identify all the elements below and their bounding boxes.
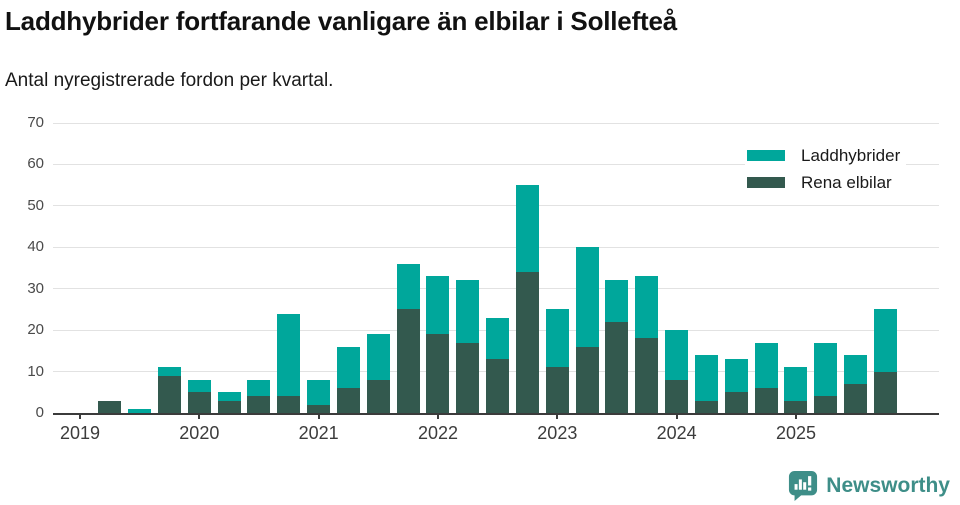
bar-2019-q2-rena-elbilar	[98, 401, 121, 413]
bar-2024-q2-rena-elbilar	[695, 401, 718, 413]
bar-2023-q1-laddhybrider	[546, 309, 569, 367]
bar-2019-q4-rena-elbilar	[158, 376, 181, 413]
bar-2024-q3-rena-elbilar	[725, 392, 748, 413]
y-tick-label-0: 0	[0, 404, 44, 422]
brand-name: Newsworthy	[826, 474, 950, 498]
bar-2023-q1-rena-elbilar	[546, 367, 569, 413]
bar-2020-q1-rena-elbilar	[188, 392, 211, 413]
bar-2025-q2-rena-elbilar	[814, 396, 837, 413]
bar-2023-q3-rena-elbilar	[605, 322, 628, 413]
bar-2021-q1-rena-elbilar	[307, 405, 330, 413]
bar-2023-q4-laddhybrider	[635, 276, 658, 338]
chart-page: Laddhybrider fortfarande vanligare än el…	[0, 0, 960, 505]
bar-2020-q3-rena-elbilar	[247, 396, 270, 413]
y-tick-label-30: 30	[0, 280, 44, 298]
bar-2022-q3-rena-elbilar	[486, 359, 509, 413]
x-tick-2021	[318, 413, 320, 419]
x-tick-label-2023: 2023	[522, 423, 592, 444]
x-tick-label-2024: 2024	[642, 423, 712, 444]
x-tick-2019	[79, 413, 81, 419]
bar-2024-q2-laddhybrider	[695, 355, 718, 401]
gridline-40	[53, 247, 939, 248]
gridline-70	[53, 123, 939, 124]
y-tick-label-10: 10	[0, 363, 44, 381]
bar-2022-q1-laddhybrider	[426, 276, 449, 334]
bar-2023-q4-rena-elbilar	[635, 338, 658, 413]
x-tick-2025	[795, 413, 797, 419]
y-tick-label-60: 60	[0, 155, 44, 173]
bar-2021-q4-laddhybrider	[397, 264, 420, 310]
bar-2025-q3-laddhybrider	[844, 355, 867, 384]
x-tick-label-2021: 2021	[284, 423, 354, 444]
y-tick-label-50: 50	[0, 197, 44, 215]
x-axis-line	[53, 413, 939, 415]
legend-swatch-laddhybrider	[747, 150, 785, 161]
bar-2021-q2-laddhybrider	[337, 347, 360, 388]
bar-2025-q2-laddhybrider	[814, 343, 837, 397]
x-tick-2023	[556, 413, 558, 419]
bar-2023-q2-laddhybrider	[576, 247, 599, 346]
bar-2023-q3-laddhybrider	[605, 280, 628, 321]
bar-2021-q2-rena-elbilar	[337, 388, 360, 413]
bar-2020-q2-rena-elbilar	[218, 401, 241, 413]
bar-2025-q4-laddhybrider	[874, 309, 897, 371]
bar-2025-q4-rena-elbilar	[874, 372, 897, 413]
legend-item-rena-elbilar: Rena elbilar	[747, 169, 900, 196]
bar-2024-q1-rena-elbilar	[665, 380, 688, 413]
bar-2021-q1-laddhybrider	[307, 380, 330, 405]
bar-2020-q1-laddhybrider	[188, 380, 211, 392]
bar-2022-q3-laddhybrider	[486, 318, 509, 359]
bar-2024-q4-rena-elbilar	[755, 388, 778, 413]
bar-2022-q4-laddhybrider	[516, 185, 539, 272]
y-tick-label-40: 40	[0, 238, 44, 256]
x-tick-2024	[676, 413, 678, 419]
legend-label: Laddhybrider	[801, 146, 900, 166]
bar-2020-q2-laddhybrider	[218, 392, 241, 400]
bar-2022-q4-rena-elbilar	[516, 272, 539, 413]
gridline-30	[53, 288, 939, 289]
bar-2019-q4-laddhybrider	[158, 367, 181, 375]
bar-chart-speech-bubble-icon	[788, 470, 818, 501]
x-tick-label-2019: 2019	[45, 423, 115, 444]
legend: Laddhybrider Rena elbilar	[745, 140, 906, 198]
bar-2022-q1-rena-elbilar	[426, 334, 449, 413]
bar-2021-q4-rena-elbilar	[397, 309, 420, 413]
bar-2020-q4-laddhybrider	[277, 314, 300, 397]
chart-title: Laddhybrider fortfarande vanligare än el…	[5, 6, 677, 37]
plot-area: Laddhybrider Rena elbilar 20192020202120…	[53, 123, 939, 413]
chart-subtitle: Antal nyregistrerade fordon per kvartal.	[5, 70, 333, 92]
legend-item-laddhybrider: Laddhybrider	[747, 142, 900, 169]
x-tick-label-2025: 2025	[761, 423, 831, 444]
newsworthy-brand: Newsworthy	[788, 470, 950, 501]
bar-2020-q3-laddhybrider	[247, 380, 270, 397]
bar-2025-q1-rena-elbilar	[784, 401, 807, 413]
bar-2020-q4-rena-elbilar	[277, 396, 300, 413]
x-tick-label-2022: 2022	[403, 423, 473, 444]
y-tick-label-20: 20	[0, 321, 44, 339]
bar-2025-q3-rena-elbilar	[844, 384, 867, 413]
x-tick-2020	[198, 413, 200, 419]
legend-swatch-rena-elbilar	[747, 177, 785, 188]
bar-2021-q3-rena-elbilar	[367, 380, 390, 413]
y-tick-label-70: 70	[0, 114, 44, 132]
bar-2025-q1-laddhybrider	[784, 367, 807, 400]
x-tick-label-2020: 2020	[164, 423, 234, 444]
bar-2024-q1-laddhybrider	[665, 330, 688, 380]
x-tick-2022	[437, 413, 439, 419]
bar-2022-q2-rena-elbilar	[456, 343, 479, 413]
bar-2024-q4-laddhybrider	[755, 343, 778, 389]
bar-2022-q2-laddhybrider	[456, 280, 479, 342]
gridline-50	[53, 205, 939, 206]
legend-label: Rena elbilar	[801, 173, 892, 193]
bar-2023-q2-rena-elbilar	[576, 347, 599, 413]
bar-2021-q3-laddhybrider	[367, 334, 390, 380]
bar-2024-q3-laddhybrider	[725, 359, 748, 392]
